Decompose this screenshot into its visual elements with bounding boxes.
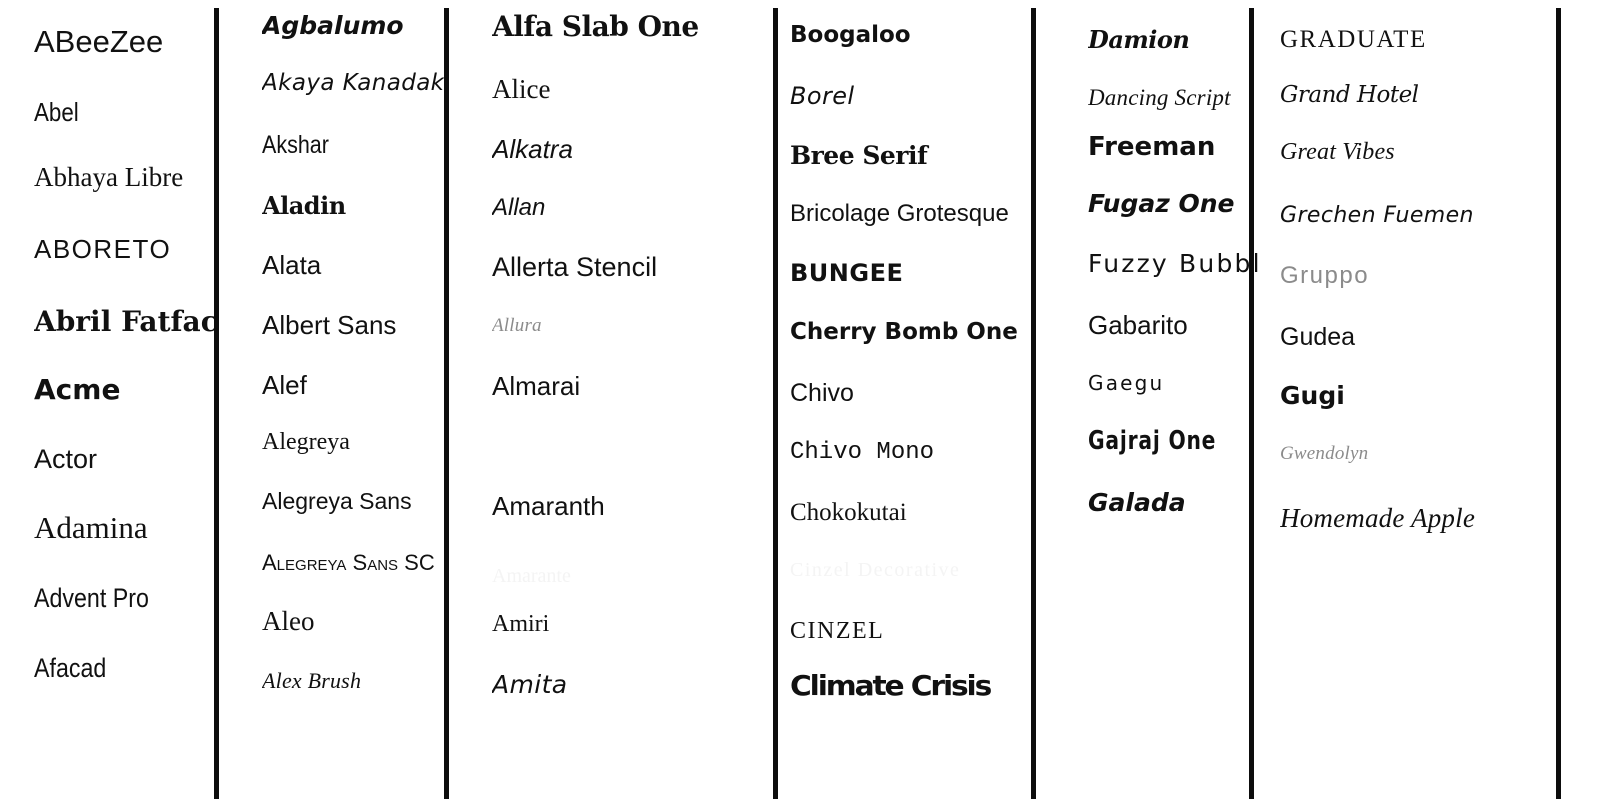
column-divider: [444, 8, 449, 799]
column-divider: [1556, 8, 1561, 799]
font-specimen-name[interactable]: GRADUATE: [1280, 26, 1427, 53]
font-specimen-name[interactable]: Damion: [1088, 25, 1190, 54]
font-specimen-name[interactable]: Cherry Bomb One: [790, 319, 1018, 345]
font-specimen-name[interactable]: Amiri: [492, 611, 550, 637]
font-specimen-name[interactable]: Agbalumo: [262, 11, 404, 40]
font-specimen-name[interactable]: Alkatra: [492, 134, 573, 164]
font-specimen-name[interactable]: Alata: [262, 250, 322, 280]
font-specimen-name[interactable]: Great Vibes: [1280, 139, 1395, 165]
font-column: GRADUATE Grand Hotel Great Vibes Grechen Fu…: [1280, 0, 1555, 799]
font-specimen-name[interactable]: Alice: [492, 74, 551, 104]
font-specimen-name[interactable]: Amita: [492, 670, 568, 699]
font-specimen-name[interactable]: Gajraj One: [1088, 426, 1217, 456]
font-specimen-name[interactable]: BUNGEE: [790, 259, 904, 287]
font-specimen-name[interactable]: Aleo: [262, 606, 315, 636]
font-specimen-name[interactable]: Chivo: [790, 379, 854, 407]
font-specimen-name[interactable]: Boogaloo: [790, 22, 911, 48]
font-specimen-name[interactable]: Allerta Stencil: [492, 252, 658, 282]
font-specimen-name[interactable]: Abril Fatface: [34, 305, 216, 338]
font-specimen-name[interactable]: Allura: [492, 315, 542, 336]
font-specimen-name[interactable]: Abel: [34, 97, 79, 127]
font-specimen-name[interactable]: Alegreya Sans SC: [262, 550, 435, 575]
font-specimen-name[interactable]: Aladin: [262, 191, 346, 220]
font-specimen-name[interactable]: Gruppo: [1280, 262, 1370, 289]
font-column: Alfa Slab One Alice Alkatra Allan Allerta St…: [492, 0, 762, 799]
font-specimen-name[interactable]: Afacad: [34, 653, 107, 683]
font-specimen-name[interactable]: Acme: [34, 373, 121, 406]
font-specimen-name[interactable]: Alegreya Sans: [262, 488, 412, 514]
font-specimen-name[interactable]: Advent Pro: [34, 583, 149, 613]
font-specimen-name[interactable]: Dancing Script: [1088, 85, 1231, 110]
font-specimen-name[interactable]: Abhaya Libre: [34, 162, 184, 192]
font-specimen-name[interactable]: Grechen Fuemen: [1280, 203, 1474, 228]
font-specimen-name[interactable]: Chivo Mono: [790, 439, 935, 466]
font-column: ABeeZee Abel Abhaya Libre ABORETO Abril Fatf…: [34, 0, 216, 799]
font-specimen-name[interactable]: Freeman: [1088, 132, 1216, 162]
font-specimen-name[interactable]: Fugaz One: [1088, 189, 1235, 218]
font-column: Damion Dancing Script Freeman Fugaz One Fuzz…: [1088, 0, 1263, 799]
font-specimen-name[interactable]: Bricolage Grotesque: [790, 200, 1009, 227]
font-specimen-name[interactable]: Grand Hotel: [1280, 82, 1419, 108]
font-specimen-name[interactable]: Borel: [790, 82, 855, 110]
font-specimen-name[interactable]: CINZEL: [790, 618, 885, 644]
font-specimen-name[interactable]: Climate Crisis: [790, 669, 992, 702]
column-divider: [1031, 8, 1036, 799]
font-specimen-name[interactable]: Bree Serif: [790, 141, 928, 170]
font-specimen-name[interactable]: Alegreya: [262, 429, 350, 455]
font-specimen-name[interactable]: Cinzel Decorative: [790, 559, 961, 581]
font-specimen-name[interactable]: Gabarito: [1088, 310, 1188, 340]
font-specimen-name[interactable]: Alex Brush: [262, 668, 362, 693]
font-specimen-name[interactable]: Akshar: [262, 131, 329, 159]
font-column: Agbalumo Akaya Kanadaka Akshar Aladin Alata A…: [262, 0, 444, 799]
font-specimen-name[interactable]: Actor: [34, 444, 98, 474]
font-specimen-name[interactable]: Fuzzy Bubbles: [1088, 249, 1263, 278]
font-specimen-name[interactable]: Akaya Kanadaka: [262, 70, 444, 96]
font-specimen-name[interactable]: Adamina: [34, 510, 148, 545]
font-specimen-name[interactable]: Alfa Slab One: [492, 10, 699, 43]
font-specimen-name[interactable]: ABORETO: [34, 234, 172, 264]
font-specimen-name[interactable]: Amaranth: [492, 491, 605, 521]
font-specimen-name[interactable]: Gudea: [1280, 323, 1356, 351]
font-specimen-name[interactable]: Albert Sans: [262, 310, 397, 340]
column-divider: [773, 8, 778, 799]
font-specimen-name[interactable]: Amarante: [492, 565, 571, 587]
font-specimen-name[interactable]: ABeeZee: [34, 24, 164, 59]
font-specimen-name[interactable]: Gaegu: [1088, 371, 1165, 395]
font-specimen-name[interactable]: Galada: [1088, 488, 1186, 517]
font-specimen-name[interactable]: Almarai: [492, 371, 581, 401]
font-specimen-name[interactable]: Allan: [492, 194, 546, 221]
font-specimen-name[interactable]: Homemade Apple: [1280, 503, 1476, 533]
font-column: Boogaloo Borel Bree Serif Bricolage Grotesq…: [790, 0, 1035, 799]
column-divider: [1249, 8, 1254, 799]
font-specimen-name[interactable]: Chokokutai: [790, 499, 907, 526]
font-specimen-name[interactable]: Alef: [262, 370, 307, 400]
column-divider: [214, 8, 219, 799]
font-specimen-name[interactable]: Gugi: [1280, 381, 1345, 410]
font-specimen-name[interactable]: Gwendolyn: [1280, 443, 1369, 464]
